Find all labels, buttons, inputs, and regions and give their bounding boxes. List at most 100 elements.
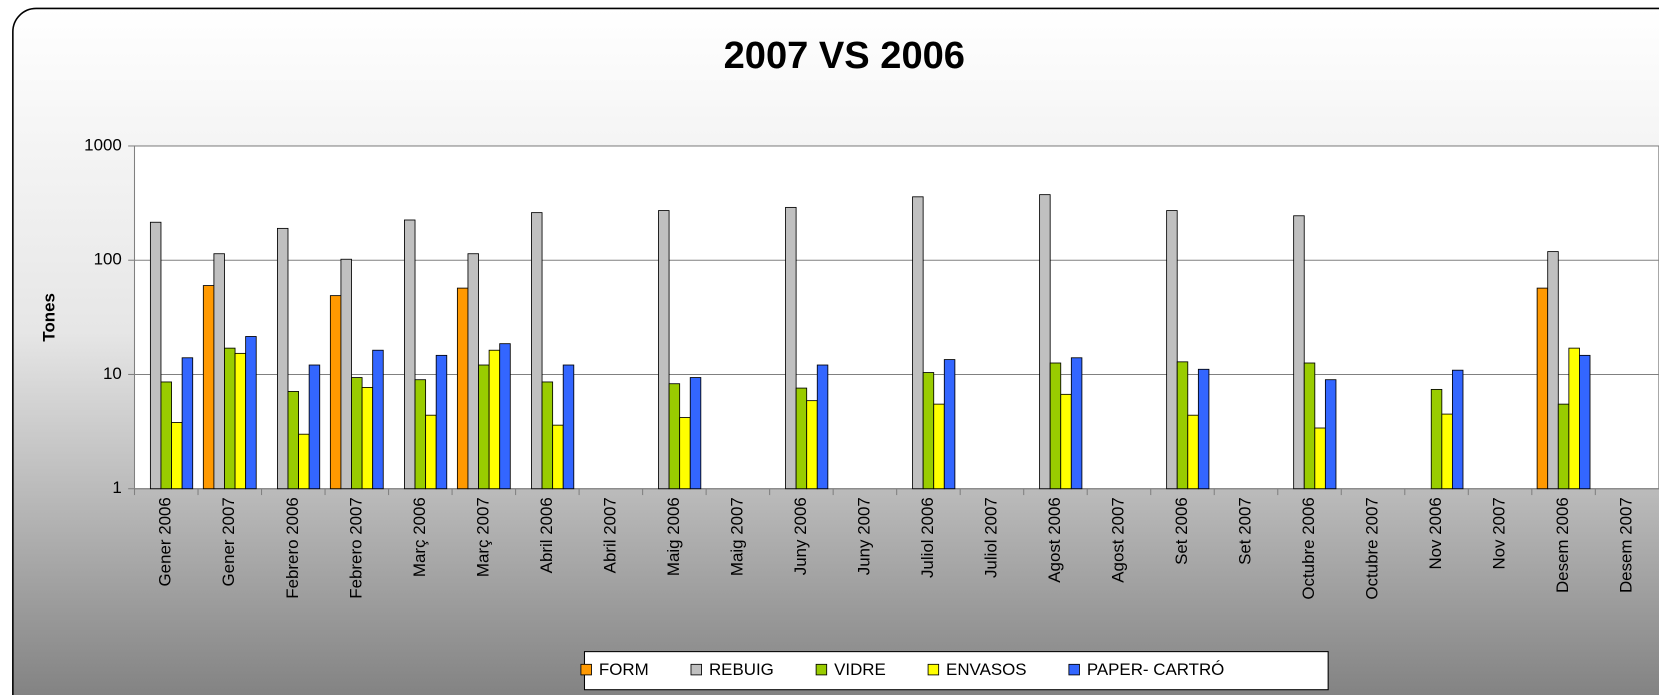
bar [149, 221, 162, 490]
x-tick-label: Abril 2007 [600, 497, 619, 573]
bar [1430, 388, 1443, 490]
x-tick-label: Juny 2007 [854, 497, 873, 575]
bar [785, 206, 797, 490]
legend-label: PAPER- CARTRÓ [1087, 660, 1224, 679]
bar [329, 295, 342, 490]
x-tick-label: Març 2007 [473, 497, 492, 577]
legend-label: FORM [599, 660, 649, 679]
bar [922, 372, 935, 490]
bar [1039, 194, 1051, 490]
bar [943, 359, 956, 490]
bar [404, 219, 416, 490]
legend-swatch [815, 663, 828, 676]
bar [912, 196, 924, 490]
bar [1547, 251, 1559, 490]
bar [308, 364, 321, 490]
bar [658, 210, 670, 490]
bar [1187, 414, 1199, 490]
legend-swatch [580, 663, 592, 676]
bar [1324, 379, 1337, 490]
bar [795, 387, 808, 490]
x-tick-label: Maig 2007 [727, 497, 746, 576]
bar [287, 391, 299, 490]
bar [351, 377, 363, 490]
x-tick-label: Nov 2006 [1426, 497, 1445, 569]
y-tick-label: 1000 [84, 135, 122, 154]
legend-label: VIDRE [834, 660, 886, 679]
bar [552, 424, 564, 490]
bar [816, 364, 829, 490]
x-tick-label: Juny 2006 [791, 497, 810, 575]
bar [1579, 354, 1591, 490]
x-tick-label: Set 2007 [1235, 497, 1254, 565]
plot-area [133, 145, 1659, 490]
bar [213, 253, 225, 490]
legend-swatch [690, 663, 702, 676]
y-tick-label: 100 [94, 250, 122, 269]
bar [1166, 210, 1178, 490]
legend-label: REBUIG [709, 660, 774, 679]
x-tick-label: Maig 2006 [664, 497, 683, 576]
bar [531, 212, 543, 490]
bar [689, 377, 702, 490]
bar [488, 349, 501, 490]
x-tick-label: Agost 2007 [1108, 497, 1127, 583]
legend-box [583, 651, 1329, 691]
x-tick-label: Març 2006 [410, 497, 429, 577]
bar [298, 433, 310, 490]
legend-swatch [1068, 663, 1080, 676]
y-tick-label: 1 [112, 478, 121, 497]
x-tick-label: Juliol 2006 [918, 497, 937, 578]
bar [276, 227, 289, 490]
x-tick-label: Nov 2007 [1490, 497, 1509, 569]
bar [1060, 393, 1072, 490]
bar [1314, 427, 1326, 490]
bar [171, 422, 183, 490]
bar [425, 414, 437, 490]
bar [467, 253, 479, 490]
bar [1176, 361, 1189, 490]
bar [541, 381, 554, 490]
bar [1451, 369, 1464, 490]
bar [1557, 403, 1570, 490]
x-tick-label: Octubre 2007 [1362, 497, 1381, 599]
bar [1049, 362, 1062, 490]
bar [1197, 368, 1210, 490]
x-tick-label: Gener 2007 [219, 497, 238, 586]
bar [372, 349, 384, 490]
x-tick-label: Gener 2006 [156, 497, 175, 586]
chart-title: 2007 VS 2006 [724, 35, 965, 77]
x-tick-label: Desem 2006 [1553, 497, 1572, 593]
bar [1293, 215, 1305, 490]
x-tick-label: Juliol 2007 [981, 497, 1000, 578]
bar [499, 343, 511, 490]
bar [562, 364, 575, 490]
bar [202, 285, 215, 490]
bar [1070, 357, 1083, 490]
bar [456, 287, 469, 490]
bar [414, 379, 427, 490]
y-tick-label: 10 [103, 364, 122, 383]
bar [340, 258, 352, 490]
bar [478, 364, 490, 490]
y-axis-label: Tones [39, 293, 58, 342]
x-tick-label: Abril 2006 [537, 497, 556, 573]
legend-label: ENVASOS [946, 660, 1027, 679]
bar [679, 417, 691, 490]
bar [806, 400, 818, 490]
legend-swatch [927, 663, 940, 676]
bar [224, 347, 236, 490]
bar [1303, 362, 1316, 490]
bar [160, 381, 172, 490]
x-tick-label: Febrero 2007 [346, 497, 365, 599]
bar [1536, 287, 1549, 490]
bar [1568, 347, 1580, 490]
bar [361, 387, 374, 490]
bar [234, 352, 247, 490]
bar [933, 403, 945, 490]
bar [668, 383, 681, 490]
bar [1441, 413, 1453, 490]
bar [245, 336, 257, 490]
x-tick-label: Set 2006 [1172, 497, 1191, 565]
